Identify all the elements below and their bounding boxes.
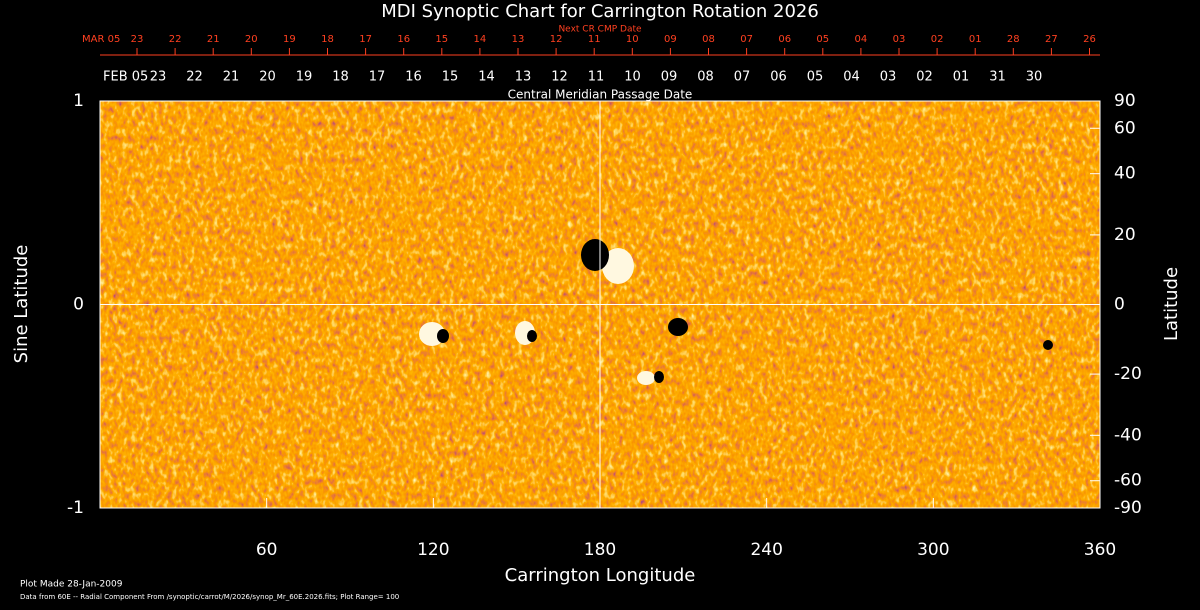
date-label: 31 xyxy=(989,70,1006,85)
date-label: 13 xyxy=(512,34,525,45)
date-label: 03 xyxy=(893,34,906,45)
date-label: 11 xyxy=(588,70,605,85)
date-label: 20 xyxy=(259,70,276,85)
y2-axis-label: Latitude xyxy=(1161,267,1182,341)
date-label: 19 xyxy=(296,70,313,85)
footer-note: Data from 60E -- Radial Component From /… xyxy=(20,593,399,601)
cmp-label: Central Meridian Passage Date xyxy=(508,88,693,102)
y2-tick-label: -60 xyxy=(1114,471,1142,491)
date-label: 08 xyxy=(697,70,714,85)
date-label: 30 xyxy=(1026,70,1043,85)
date-label: 19 xyxy=(283,34,296,45)
y2-tick-label: -90 xyxy=(1114,498,1142,518)
date-label: 17 xyxy=(369,70,386,85)
date-label: 10 xyxy=(624,70,641,85)
date-label: FEB 05 xyxy=(103,70,148,85)
y-tick-label: 1 xyxy=(73,91,84,111)
date-label: 04 xyxy=(855,34,868,45)
date-label: 02 xyxy=(931,34,944,45)
date-label: 16 xyxy=(405,70,422,85)
y2-tick-label: 90 xyxy=(1114,91,1136,111)
y-tick-label: -1 xyxy=(67,498,84,518)
region xyxy=(654,371,664,383)
date-label: 09 xyxy=(661,70,678,85)
x-tick-label: 180 xyxy=(584,540,616,560)
date-label: 05 xyxy=(816,34,829,45)
date-label: MAR 05 xyxy=(82,34,120,45)
date-label: 26 xyxy=(1083,34,1096,45)
footer-note: Plot Made 28-Jan-2009 xyxy=(20,580,123,590)
date-label: 02 xyxy=(916,70,933,85)
region xyxy=(637,371,655,385)
date-label: 07 xyxy=(740,34,753,45)
date-label: 12 xyxy=(551,70,568,85)
x-tick-label: 300 xyxy=(917,540,949,560)
y2-tick-label: 0 xyxy=(1114,295,1125,315)
x-tick-label: 60 xyxy=(256,540,278,560)
date-label: 08 xyxy=(702,34,715,45)
region xyxy=(437,329,449,343)
y2-tick-label: 40 xyxy=(1114,164,1136,184)
region xyxy=(1043,340,1053,350)
region xyxy=(602,248,634,284)
x-axis-label: Carrington Longitude xyxy=(505,565,696,586)
active-regions xyxy=(419,239,1053,385)
date-label: 15 xyxy=(442,70,459,85)
y-axis-label: Sine Latitude xyxy=(11,245,32,364)
date-label: 15 xyxy=(435,34,448,45)
date-label: 06 xyxy=(770,70,787,85)
date-label: 21 xyxy=(223,70,240,85)
date-label: 27 xyxy=(1045,34,1058,45)
y2-tick-label: 20 xyxy=(1114,225,1136,245)
date-label: 22 xyxy=(169,34,182,45)
date-label: 07 xyxy=(734,70,751,85)
date-label: 22 xyxy=(186,70,203,85)
date-label: 14 xyxy=(474,34,487,45)
date-label: 04 xyxy=(843,70,860,85)
next-cr-label: Next CR CMP Date xyxy=(558,25,642,35)
region xyxy=(581,239,609,271)
date-label: 03 xyxy=(880,70,897,85)
date-label: 11 xyxy=(588,34,601,45)
date-label: 18 xyxy=(332,70,349,85)
date-label: 23 xyxy=(150,70,167,85)
date-label: 17 xyxy=(359,34,372,45)
y-tick-label: 0 xyxy=(73,295,84,315)
date-label: 01 xyxy=(953,70,970,85)
date-label: 01 xyxy=(969,34,982,45)
date-label: 28 xyxy=(1007,34,1020,45)
date-label: 10 xyxy=(626,34,639,45)
date-label: 23 xyxy=(131,34,144,45)
date-label: 14 xyxy=(478,70,495,85)
date-label: 09 xyxy=(664,34,677,45)
date-label: 13 xyxy=(515,70,532,85)
y2-tick-label: 60 xyxy=(1114,118,1136,138)
y2-tick-label: -40 xyxy=(1114,425,1142,445)
x-tick-label: 120 xyxy=(417,540,449,560)
x-tick-label: 360 xyxy=(1084,540,1116,560)
date-label: 21 xyxy=(207,34,220,45)
x-tick-label: 240 xyxy=(750,540,782,560)
date-label: 16 xyxy=(397,34,410,45)
date-label: 05 xyxy=(807,70,824,85)
date-label: 20 xyxy=(245,34,258,45)
region xyxy=(527,330,537,342)
region xyxy=(668,318,688,336)
chart-title: MDI Synoptic Chart for Carrington Rotati… xyxy=(381,1,819,22)
date-label: 12 xyxy=(550,34,563,45)
date-label: 18 xyxy=(321,34,334,45)
y2-tick-label: -20 xyxy=(1114,364,1142,384)
date-label: 06 xyxy=(778,34,791,45)
